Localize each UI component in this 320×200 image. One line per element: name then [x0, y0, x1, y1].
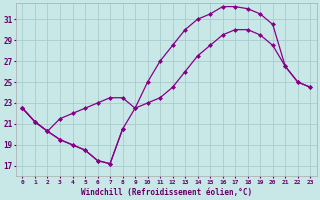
- X-axis label: Windchill (Refroidissement éolien,°C): Windchill (Refroidissement éolien,°C): [81, 188, 252, 197]
